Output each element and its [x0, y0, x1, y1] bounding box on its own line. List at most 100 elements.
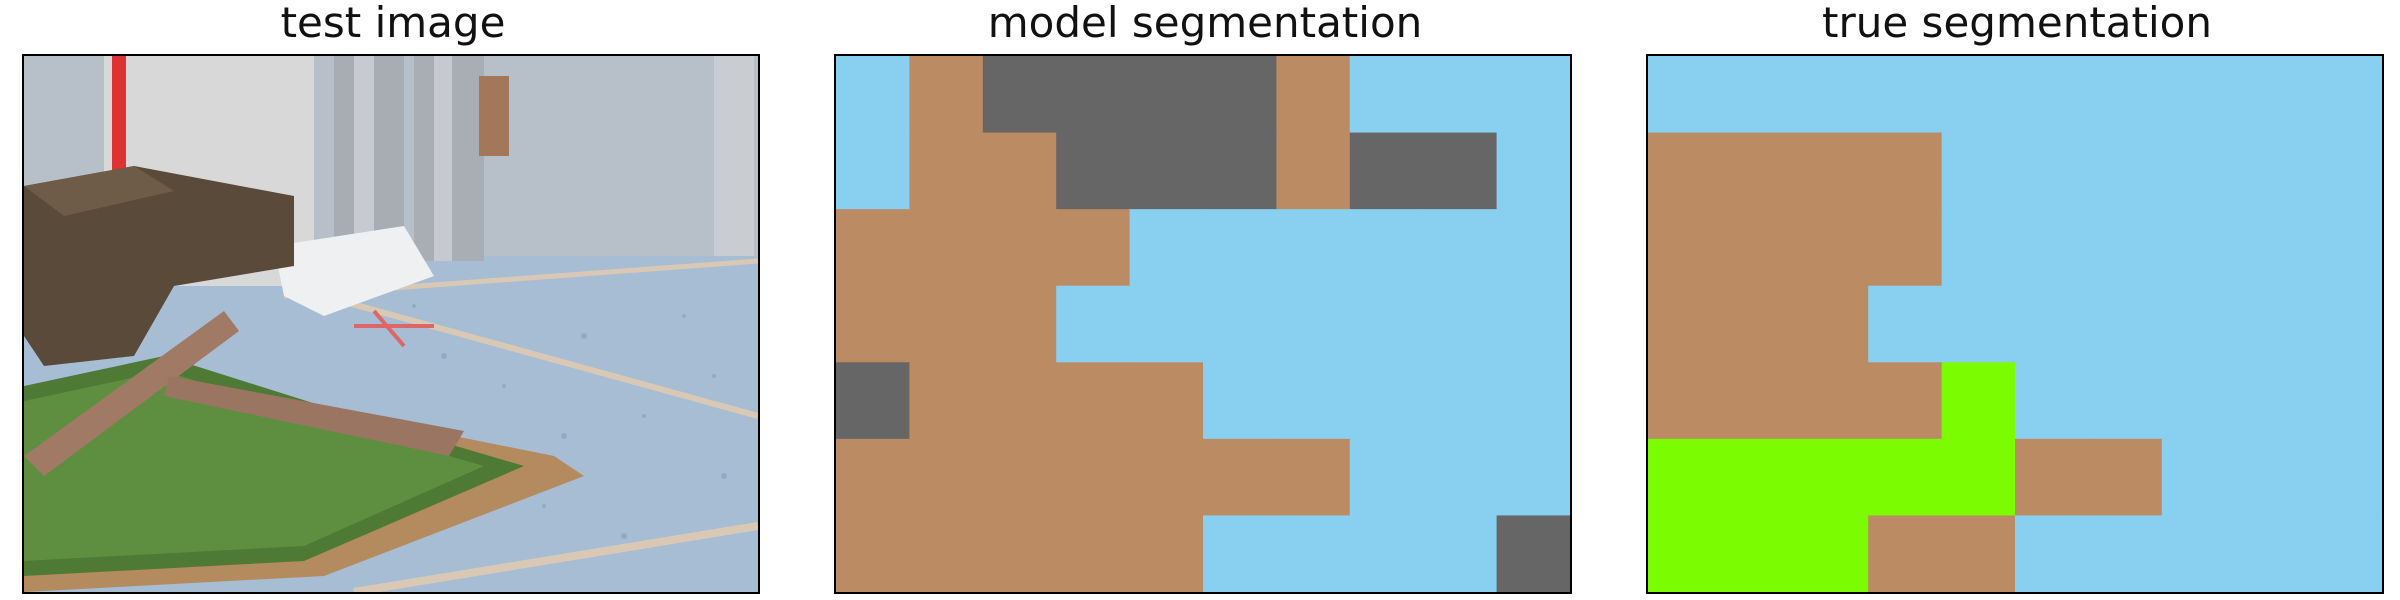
test-image-photo	[24, 56, 758, 592]
true-seg-cell-r1-c1	[1721, 132, 1796, 210]
model-seg-cell-r6-c2	[982, 515, 1057, 592]
true-seg-cell-r6-c2	[1794, 515, 1869, 592]
true-seg-cell-r0-c7	[2161, 56, 2236, 134]
model-seg-cell-r5-c7	[1349, 438, 1424, 517]
model-seg-cell-r6-c6	[1276, 515, 1351, 592]
true-seg-cell-r4-c4	[1941, 362, 2016, 440]
panel-model-segmentation: model segmentation	[834, 0, 1576, 600]
model-seg-cell-r2-c1	[909, 209, 984, 287]
model-seg-cell-r2-c5	[1203, 209, 1277, 287]
model-seg-cell-r4-c9	[1496, 362, 1570, 440]
true-seg-cell-r0-c6	[2088, 56, 2163, 134]
model-seg-cell-r4-c8	[1423, 362, 1498, 440]
true-seg-cell-r6-c1	[1721, 515, 1796, 592]
true-seg-cell-r0-c9	[2308, 56, 2382, 134]
model-seg-cell-r6-c1	[909, 515, 984, 592]
true-seg-cell-r3-c3	[1868, 285, 1943, 363]
model-seg-cell-r0-c2	[982, 56, 1057, 134]
true-seg-cell-r0-c5	[2015, 56, 2089, 134]
model-segmentation-heatmap	[836, 56, 1570, 592]
true-seg-cell-r2-c1	[1721, 209, 1796, 287]
true-seg-cell-r4-c8	[2235, 362, 2310, 440]
model-seg-cell-r5-c4	[1129, 438, 1204, 517]
model-seg-cell-r3-c4	[1129, 285, 1204, 363]
model-seg-cell-r0-c1	[909, 56, 984, 134]
true-seg-cell-r0-c2	[1794, 56, 1869, 134]
true-seg-cell-r4-c3	[1868, 362, 1943, 440]
true-seg-cell-r5-c1	[1721, 438, 1796, 517]
model-seg-cell-r4-c4	[1129, 362, 1204, 440]
model-seg-cell-r6-c4	[1129, 515, 1204, 592]
model-seg-cell-r0-c4	[1129, 56, 1204, 134]
true-seg-cell-r3-c0	[1648, 285, 1722, 363]
model-seg-cell-r1-c1	[909, 132, 984, 210]
model-seg-cell-r3-c6	[1276, 285, 1351, 363]
model-seg-cell-r0-c6	[1276, 56, 1351, 134]
true-seg-cell-r4-c0	[1648, 362, 1722, 440]
true-seg-cell-r2-c6	[2088, 209, 2163, 287]
panel-test-image: test image	[22, 0, 764, 600]
panel-title-model-segmentation: model segmentation	[987, 0, 1423, 47]
model-seg-cell-r1-c4	[1129, 132, 1204, 210]
model-seg-cell-r3-c2	[982, 285, 1057, 363]
true-seg-cell-r4-c1	[1721, 362, 1796, 440]
true-seg-cell-r1-c0	[1648, 132, 1722, 210]
model-seg-cell-r5-c6	[1276, 438, 1351, 517]
model-seg-cell-r2-c9	[1496, 209, 1570, 287]
model-seg-cell-r5-c3	[1056, 438, 1131, 517]
true-seg-cell-r6-c6	[2088, 515, 2163, 592]
model-seg-cell-r0-c5	[1203, 56, 1277, 134]
true-seg-cell-r2-c3	[1868, 209, 1943, 287]
true-seg-cell-r3-c6	[2088, 285, 2163, 363]
true-seg-cell-r0-c8	[2235, 56, 2310, 134]
true-seg-cell-r0-c0	[1648, 56, 1722, 134]
true-seg-cell-r5-c9	[2308, 438, 2382, 517]
model-seg-cell-r3-c9	[1496, 285, 1570, 363]
true-seg-cell-r6-c4	[1941, 515, 2016, 592]
model-seg-cell-r4-c3	[1056, 362, 1131, 440]
panel-title-test-image: test image	[280, 0, 506, 47]
model-seg-cell-r2-c6	[1276, 209, 1351, 287]
model-seg-cell-r3-c3	[1056, 285, 1131, 363]
model-seg-cell-r1-c5	[1203, 132, 1277, 210]
true-seg-cell-r6-c9	[2308, 515, 2382, 592]
model-seg-cell-r1-c0	[836, 132, 910, 210]
model-seg-cell-r0-c9	[1496, 56, 1570, 134]
model-seg-cell-r6-c7	[1349, 515, 1424, 592]
model-seg-cell-r0-c3	[1056, 56, 1131, 134]
true-seg-cell-r3-c1	[1721, 285, 1796, 363]
model-seg-cell-r6-c9	[1496, 515, 1570, 592]
true-seg-cell-r5-c5	[2015, 438, 2089, 517]
true-seg-cell-r3-c9	[2308, 285, 2382, 363]
model-seg-cell-r4-c0	[836, 362, 910, 440]
test-image-frame	[22, 54, 760, 594]
model-seg-cell-r6-c5	[1203, 515, 1277, 592]
true-seg-cell-r1-c5	[2015, 132, 2089, 210]
true-seg-cell-r1-c8	[2235, 132, 2310, 210]
model-seg-cell-r5-c0	[836, 438, 910, 517]
panel-title-true-segmentation: true segmentation	[1822, 0, 2212, 47]
true-segmentation-heatmap	[1648, 56, 2382, 592]
model-seg-cell-r2-c7	[1349, 209, 1424, 287]
model-seg-cell-r1-c8	[1423, 132, 1498, 210]
true-seg-cell-r5-c0	[1648, 438, 1722, 517]
true-seg-cell-r6-c0	[1648, 515, 1722, 592]
model-seg-cell-r5-c8	[1423, 438, 1498, 517]
true-seg-cell-r2-c5	[2015, 209, 2089, 287]
model-seg-cell-r2-c2	[982, 209, 1057, 287]
true-seg-cell-r5-c3	[1868, 438, 1943, 517]
true-seg-cell-r5-c2	[1794, 438, 1869, 517]
true-seg-cell-r4-c5	[2015, 362, 2089, 440]
true-seg-cell-r6-c3	[1868, 515, 1943, 592]
true-seg-cell-r6-c8	[2235, 515, 2310, 592]
true-seg-cell-r4-c6	[2088, 362, 2163, 440]
model-seg-cell-r1-c6	[1276, 132, 1351, 210]
true-seg-cell-r5-c8	[2235, 438, 2310, 517]
model-seg-cell-r4-c7	[1349, 362, 1424, 440]
true-seg-cell-r1-c4	[1941, 132, 2016, 210]
true-seg-cell-r3-c4	[1941, 285, 2016, 363]
true-seg-cell-r4-c2	[1794, 362, 1869, 440]
model-seg-cell-r3-c1	[909, 285, 984, 363]
model-seg-cell-r1-c2	[982, 132, 1057, 210]
model-seg-cell-r2-c8	[1423, 209, 1498, 287]
